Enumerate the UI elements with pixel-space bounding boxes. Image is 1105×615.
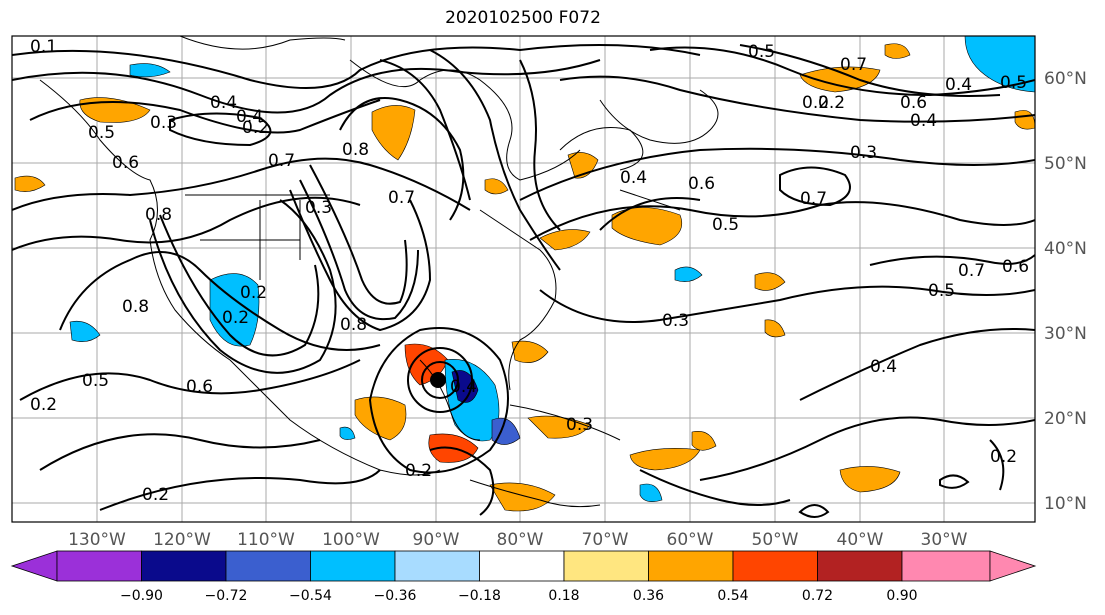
lon-label: 120°W: [153, 530, 211, 550]
svg-text:0.2: 0.2: [142, 485, 169, 505]
svg-text:0.7: 0.7: [800, 189, 827, 209]
svg-text:0.4: 0.4: [450, 377, 477, 397]
colorbar-extend-low: [10, 550, 58, 582]
svg-text:0.6: 0.6: [1002, 257, 1029, 277]
svg-text:0.7: 0.7: [388, 188, 415, 208]
map-background: [12, 36, 1035, 522]
colorbar-bin: [648, 550, 734, 582]
lat-label: 10°N: [1044, 494, 1087, 514]
svg-text:0.5: 0.5: [1000, 73, 1027, 93]
svg-text:0.2: 0.2: [990, 447, 1017, 467]
colorbar-bin: [225, 550, 311, 582]
colorbar-tick-label: −0.18: [458, 588, 501, 604]
lon-label: 110°W: [237, 530, 295, 550]
svg-text:0.2: 0.2: [802, 93, 829, 113]
colorbar-bin: [901, 550, 991, 582]
svg-text:0.7: 0.7: [840, 55, 867, 75]
colorbar-tick-label: −0.90: [120, 588, 163, 604]
lon-label: 80°W: [497, 530, 544, 550]
svg-text:0.2: 0.2: [818, 93, 845, 113]
svg-text:0.4: 0.4: [945, 75, 972, 95]
svg-text:0.4: 0.4: [210, 93, 237, 113]
contour-lines: [12, 44, 1035, 518]
colorbar-tick-label: −0.36: [374, 588, 417, 604]
colorbar: [10, 550, 1037, 582]
svg-text:0.5: 0.5: [712, 215, 739, 235]
lon-label: 40°W: [837, 530, 884, 550]
coastlines: [39, 36, 719, 508]
colorbar-bin: [56, 550, 142, 582]
svg-text:0.2: 0.2: [405, 461, 432, 481]
colorbar-bin: [479, 550, 565, 582]
shaded-field: [14, 36, 1035, 512]
svg-text:0.7: 0.7: [268, 151, 295, 171]
svg-text:0.3: 0.3: [150, 113, 177, 133]
colorbar-bin: [732, 550, 818, 582]
colorbar-tick-label: 0.36: [633, 588, 664, 604]
lon-label: 50°W: [752, 530, 799, 550]
svg-text:0.2: 0.2: [240, 283, 267, 303]
svg-text:0.4: 0.4: [620, 168, 647, 188]
colorbar-tick-label: 0.90: [886, 588, 917, 604]
svg-text:0.3: 0.3: [662, 311, 689, 331]
lon-label: 60°W: [667, 530, 714, 550]
colorbar-tick-label: −0.72: [205, 588, 248, 604]
lat-label: 60°N: [1044, 69, 1087, 89]
svg-text:0.5: 0.5: [88, 123, 115, 143]
colorbar-tick-label: 0.18: [548, 588, 579, 604]
colorbar-bin: [817, 550, 903, 582]
svg-text:0.2: 0.2: [242, 118, 269, 138]
lat-label: 30°N: [1044, 324, 1087, 344]
colorbar-bin: [563, 550, 649, 582]
svg-text:0.8: 0.8: [340, 315, 367, 335]
svg-text:0.2: 0.2: [30, 395, 57, 415]
svg-text:0.5: 0.5: [748, 42, 775, 62]
lon-label: 70°W: [582, 530, 629, 550]
map-title: 2020102500 F072: [445, 8, 601, 28]
colorbar-tick-label: 0.54: [717, 588, 748, 604]
svg-text:0.8: 0.8: [342, 140, 369, 160]
cyclone-center-marker: [430, 372, 446, 388]
colorbar-tick-label: −0.54: [289, 588, 332, 604]
svg-text:0.2: 0.2: [222, 308, 249, 328]
svg-text:0.6: 0.6: [186, 377, 213, 397]
colorbar-bin: [310, 550, 396, 582]
svg-text:0.7: 0.7: [958, 261, 985, 281]
svg-text:0.6: 0.6: [900, 93, 927, 113]
svg-text:0.5: 0.5: [82, 371, 109, 391]
lon-label: 130°W: [68, 530, 126, 550]
svg-text:0.3: 0.3: [566, 415, 593, 435]
svg-text:0.4: 0.4: [236, 107, 263, 127]
colorbar-bin: [394, 550, 480, 582]
lat-label: 50°N: [1044, 154, 1087, 174]
svg-text:0.8: 0.8: [145, 205, 172, 225]
svg-text:0.6: 0.6: [112, 153, 139, 173]
latitude-labels: 60°N 50°N 40°N 30°N 20°N 10°N: [1044, 69, 1087, 514]
colorbar-tick-label: 0.72: [802, 588, 833, 604]
lat-label: 40°N: [1044, 239, 1087, 259]
lon-label: 90°W: [413, 530, 460, 550]
map-frame: [11, 35, 1036, 523]
svg-text:0.4: 0.4: [870, 357, 897, 377]
lat-label: 20°N: [1044, 409, 1087, 429]
svg-text:0.8: 0.8: [122, 297, 149, 317]
svg-text:0.3: 0.3: [305, 198, 332, 218]
colorbar-bin: [141, 550, 227, 582]
contour-labels: 0.1 0.4 0.3 0.2 0.5 0.6 0.7 0.8 0.5 0.6 …: [30, 37, 1029, 505]
lon-label: 100°W: [322, 530, 380, 550]
svg-text:0.3: 0.3: [850, 143, 877, 163]
lon-label: 30°W: [921, 530, 968, 550]
colorbar-extend-high: [989, 550, 1037, 582]
svg-text:0.6: 0.6: [688, 174, 715, 194]
svg-text:0.5: 0.5: [928, 281, 955, 301]
svg-text:0.4: 0.4: [910, 111, 937, 131]
svg-text:0.1: 0.1: [30, 37, 57, 57]
colorbar-ticks: −0.90 −0.72 −0.54 −0.36 −0.18 0.18 0.36 …: [120, 588, 918, 604]
longitude-labels: 130°W 120°W 110°W 100°W 90°W 80°W 70°W 6…: [68, 530, 968, 550]
